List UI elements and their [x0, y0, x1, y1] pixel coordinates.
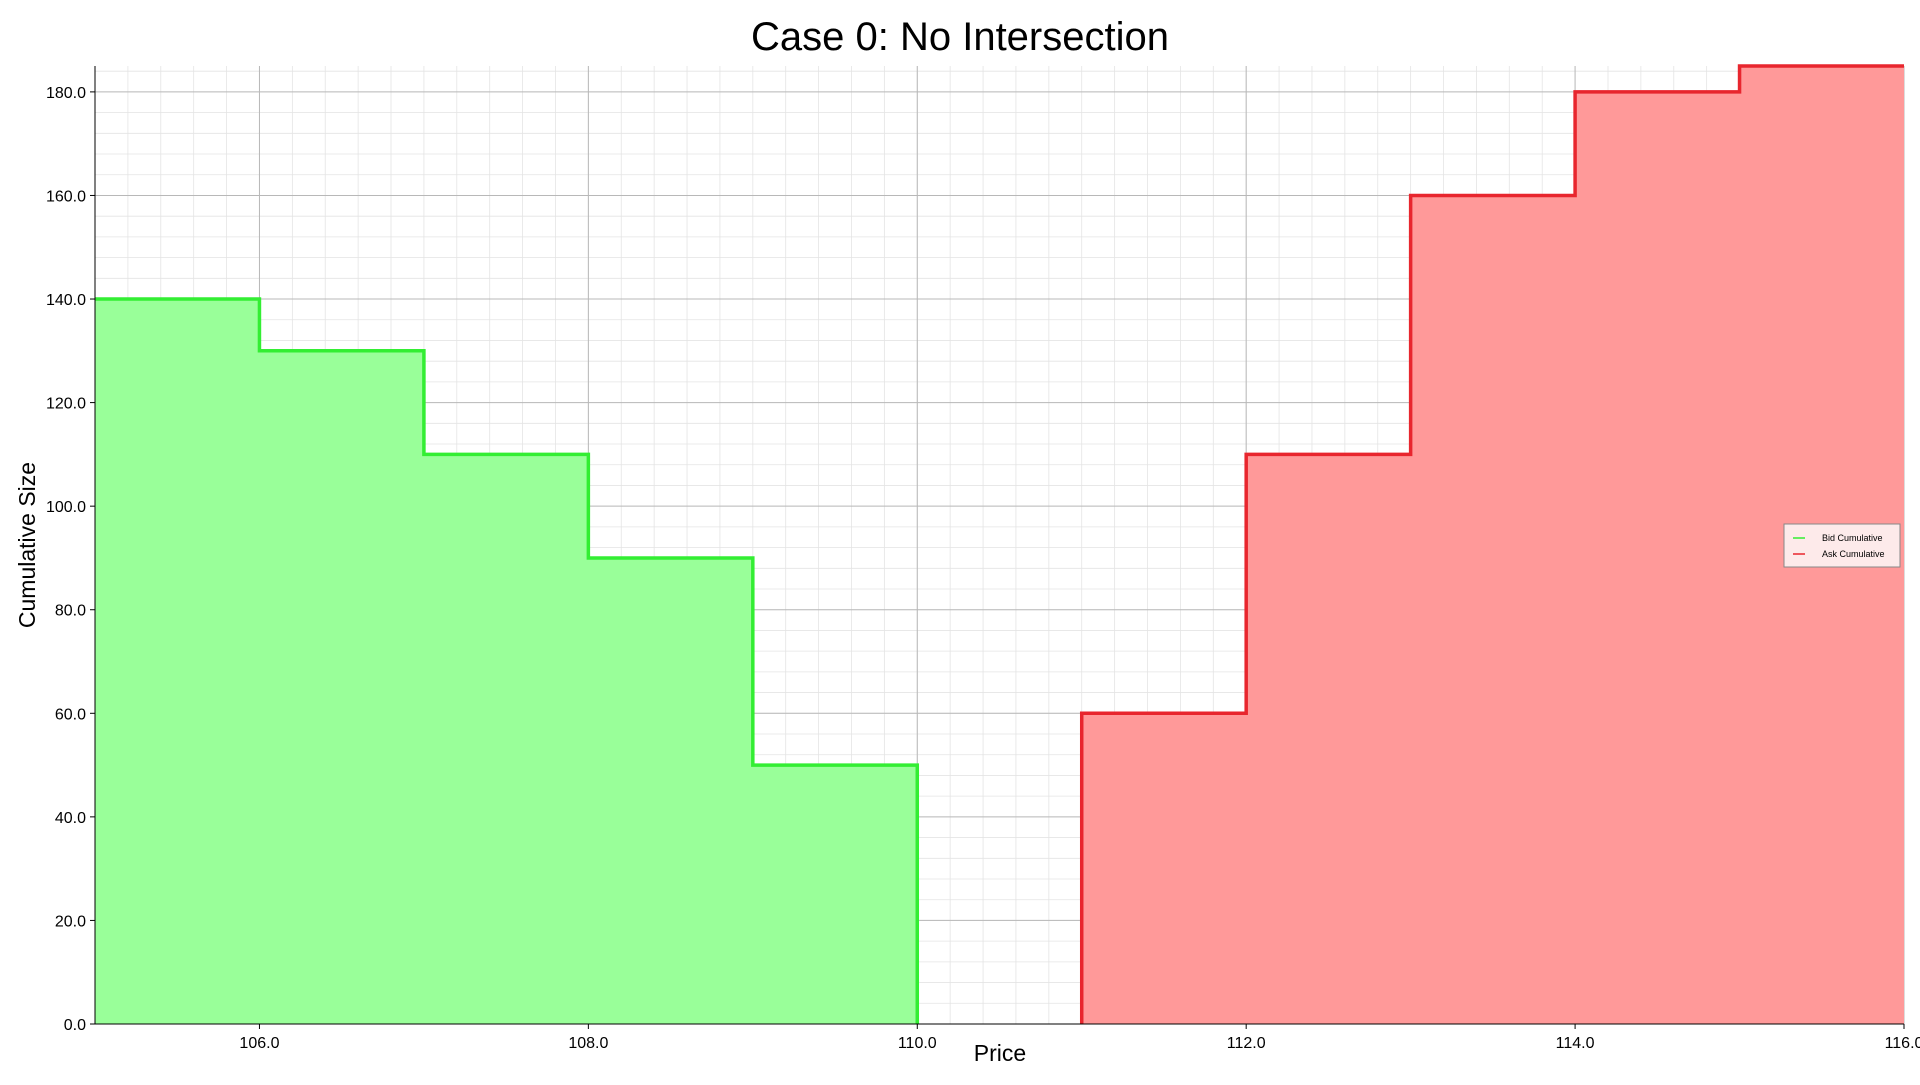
y-tick-label: 140.0 [46, 292, 86, 309]
legend-box [1783, 523, 1901, 568]
y-tick-label: 120.0 [46, 396, 86, 413]
legend: Bid Cumulative Ask Cumulative [1783, 523, 1901, 568]
x-axis-label: Price [974, 1040, 1026, 1066]
axes [90, 66, 1905, 1029]
bid-step-line [95, 297, 920, 1024]
y-tick-label: 20.0 [55, 913, 86, 930]
x-tick-label: 112.0 [1227, 1035, 1266, 1052]
bid-fill-area [95, 299, 918, 1024]
y-tick-label: 60.0 [55, 706, 86, 723]
x-tick-label: 110.0 [898, 1035, 937, 1052]
tick-labels: 106.0 108.0 110.0 112.0 114.0 116.0 0.0 20.0 40.… [46, 85, 1920, 1052]
y-tick-label: 40.0 [55, 810, 86, 827]
y-axis-label: Cumulative Size [14, 462, 40, 628]
x-tick-label: 108.0 [568, 1035, 608, 1052]
x-tick-label: 106.0 [239, 1035, 279, 1052]
y-tick-label: 0.0 [64, 1017, 86, 1034]
chart-title: Case 0: No Intersection [751, 15, 1169, 59]
legend-label: Bid Cumulative [1822, 533, 1883, 543]
y-tick-label: 80.0 [55, 603, 86, 620]
ask-fill-area [1081, 66, 1904, 1024]
series-fills [95, 66, 1904, 1024]
y-tick-label: 100.0 [46, 499, 86, 516]
ask-step-line [1079, 64, 1904, 1024]
x-tick-label: 116.0 [1885, 1035, 1920, 1052]
y-tick-label: 160.0 [46, 188, 86, 205]
x-tick-label: 114.0 [1556, 1035, 1595, 1052]
legend-label: Ask Cumulative [1822, 549, 1885, 559]
y-tick-label: 180.0 [46, 85, 86, 102]
series-lines [95, 64, 1904, 1024]
